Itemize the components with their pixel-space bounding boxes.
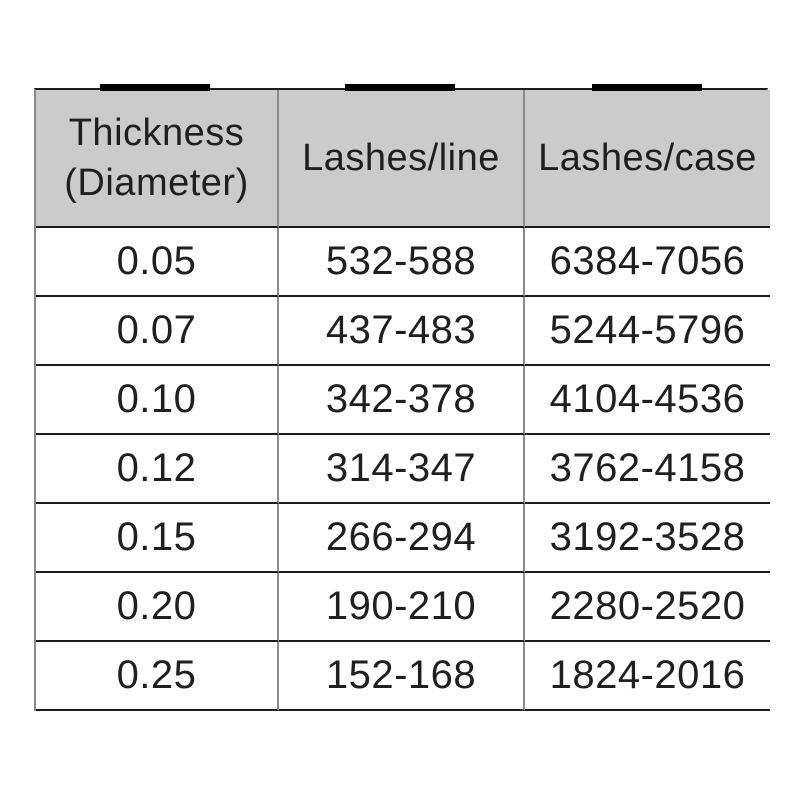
cell-lashes-per-case: 4104-4536 xyxy=(525,366,770,435)
cell-lashes-per-case: 3762-4158 xyxy=(525,435,770,504)
cell-lashes-per-line: 266-294 xyxy=(279,504,525,573)
cell-thickness: 0.20 xyxy=(36,573,279,642)
cell-lashes-per-line: 152-168 xyxy=(279,642,525,711)
cell-lashes-per-line: 190-210 xyxy=(279,573,525,642)
header-label-line: Lashes/case xyxy=(538,137,757,179)
cell-thickness: 0.12 xyxy=(36,435,279,504)
cell-thickness: 0.25 xyxy=(36,642,279,711)
header-cell-lashes-per-line: Lashes/line xyxy=(279,90,525,228)
header-label-line: (Diameter) xyxy=(64,162,249,204)
lash-spec-table: Thickness (Diameter) Lashes/line Lashes/… xyxy=(34,88,770,711)
cell-thickness: 0.15 xyxy=(36,504,279,573)
cell-lashes-per-case: 5244-5796 xyxy=(525,297,770,366)
header-cell-lashes-per-case: Lashes/case xyxy=(525,90,770,228)
column-marker-bar-lashes-case xyxy=(592,84,702,91)
cell-lashes-per-case: 2280-2520 xyxy=(525,573,770,642)
column-marker-bar-thickness xyxy=(100,84,210,91)
cell-thickness: 0.05 xyxy=(36,228,279,297)
header-label-line: Lashes/line xyxy=(302,137,500,179)
header-cell-thickness: Thickness (Diameter) xyxy=(36,90,279,228)
cell-thickness: 0.07 xyxy=(36,297,279,366)
cell-lashes-per-line: 532-588 xyxy=(279,228,525,297)
column-marker-bar-lashes-line xyxy=(345,84,455,91)
cell-lashes-per-line: 437-483 xyxy=(279,297,525,366)
cell-lashes-per-case: 6384-7056 xyxy=(525,228,770,297)
cell-lashes-per-line: 314-347 xyxy=(279,435,525,504)
cell-thickness: 0.10 xyxy=(36,366,279,435)
cell-lashes-per-line: 342-378 xyxy=(279,366,525,435)
header-label-line: Thickness xyxy=(68,112,245,154)
cell-lashes-per-case: 1824-2016 xyxy=(525,642,770,711)
cell-lashes-per-case: 3192-3528 xyxy=(525,504,770,573)
